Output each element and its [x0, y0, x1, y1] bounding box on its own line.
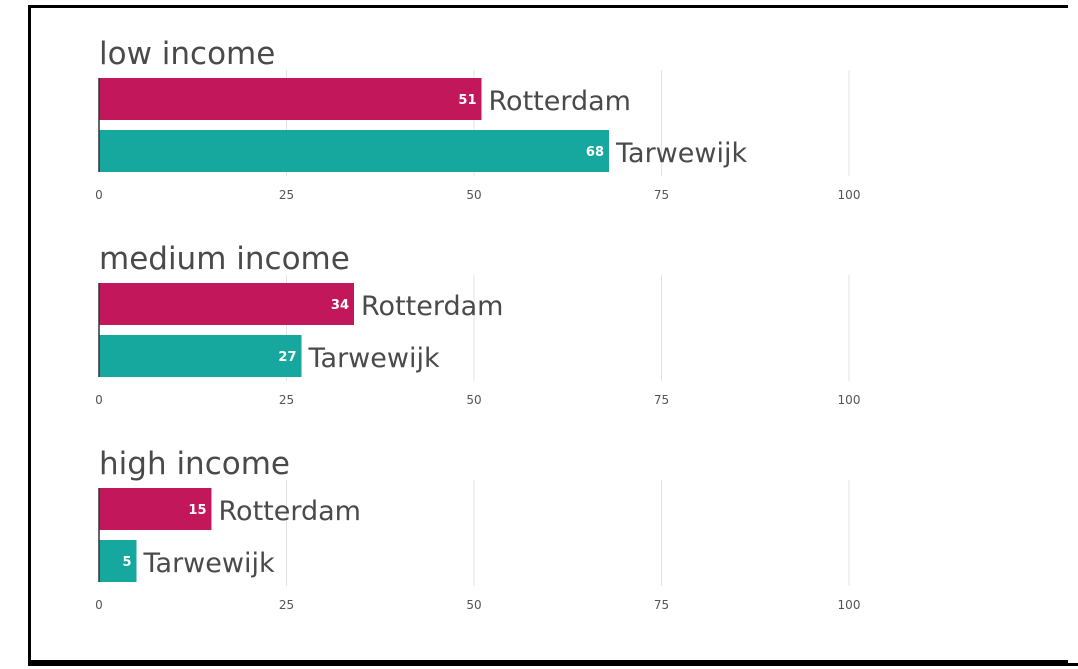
panel-title: medium income: [99, 241, 350, 277]
category-label: Rotterdam: [219, 496, 361, 527]
tick-label: 50: [466, 188, 481, 202]
tick-label: 25: [279, 188, 294, 202]
bar-tarwewijk: [99, 130, 609, 172]
tick-label: 25: [279, 393, 294, 407]
category-label: Tarwewijk: [615, 138, 747, 169]
tick-label: 100: [838, 393, 861, 407]
value-label: 15: [188, 503, 206, 518]
tick-label: 0: [95, 393, 103, 407]
category-label: Rotterdam: [361, 291, 503, 322]
bar-rotterdam: [99, 283, 354, 325]
bar-rotterdam: [99, 78, 482, 120]
panel-title: low income: [99, 36, 275, 72]
value-label: 34: [331, 298, 349, 313]
chart-frame: [28, 5, 1068, 663]
bar-tarwewijk: [99, 335, 302, 377]
tick-label: 75: [654, 188, 669, 202]
tick-label: 50: [466, 598, 481, 612]
tick-label: 50: [466, 393, 481, 407]
tick-label: 0: [95, 598, 103, 612]
tick-label: 25: [279, 598, 294, 612]
tick-label: 75: [654, 598, 669, 612]
bar-rotterdam: [99, 488, 212, 530]
category-label: Rotterdam: [489, 86, 631, 117]
chart-panel-1: medium income 34 Rotterdam 27 Tarwewijk 0 25 50…: [95, 241, 860, 407]
value-label: 27: [278, 350, 296, 365]
category-label: Tarwewijk: [308, 343, 440, 374]
category-label: Tarwewijk: [143, 548, 275, 579]
tick-label: 0: [95, 188, 103, 202]
panel-title: high income: [99, 446, 290, 482]
chart-frame-bottom-edge: [28, 663, 1078, 666]
tick-label: 75: [654, 393, 669, 407]
tick-label: 100: [838, 188, 861, 202]
bar-tarwewijk: [99, 540, 137, 582]
value-label: 5: [122, 555, 131, 570]
chart-panel-2: high income 15 Rotterdam 5 Tarwewijk 0 25 50 75 1…: [95, 446, 860, 612]
tick-label: 100: [838, 598, 861, 612]
value-label: 68: [586, 145, 604, 160]
value-label: 51: [458, 93, 476, 108]
chart-panel-0: low income 51 Rotterdam 68 Tarwewijk 0 25 50 75 1…: [95, 36, 860, 202]
